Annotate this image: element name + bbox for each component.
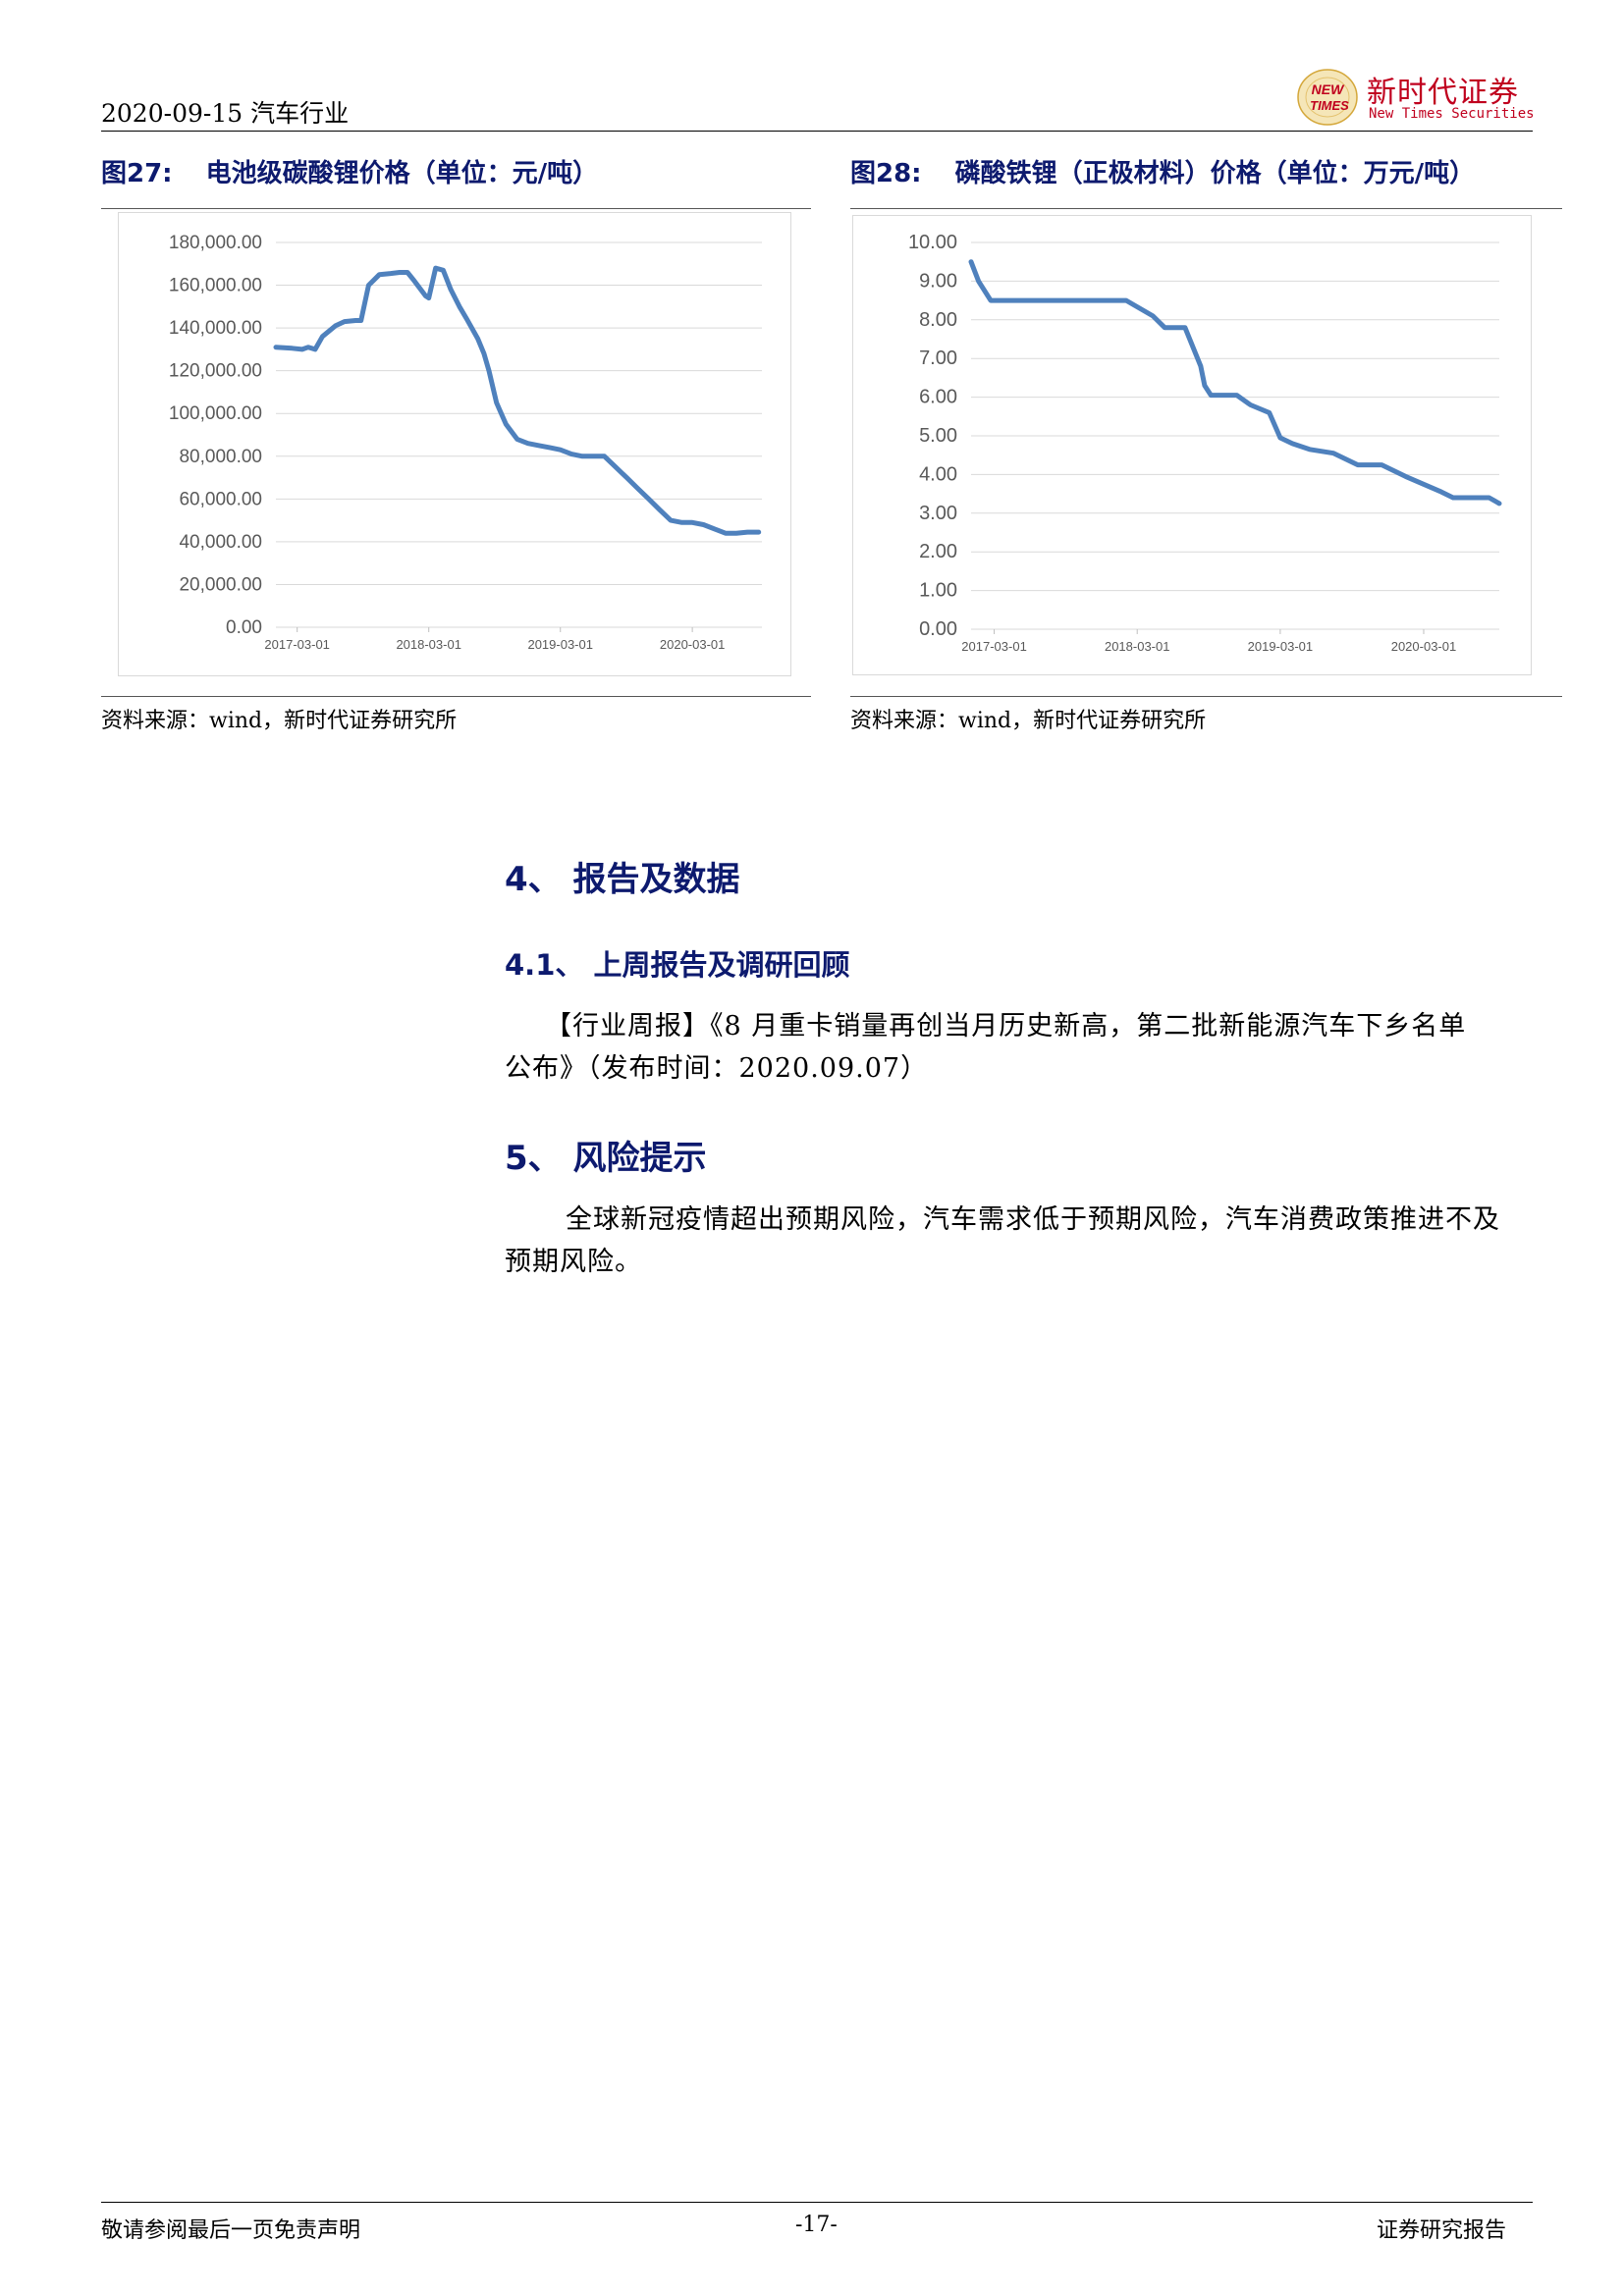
figure-28-title: 图28: 磷酸铁锂（正极材料）价格（单位：万元/吨） bbox=[850, 153, 1475, 189]
lfp-x-tick-label: 2017-03-01 bbox=[961, 639, 1027, 654]
lithium-y-tick-label: 120,000.00 bbox=[169, 361, 262, 382]
lithium-y-tick-label: 180,000.00 bbox=[169, 233, 262, 253]
lfp-y-tick-label: 5.00 bbox=[919, 425, 957, 447]
section-5-para-line2: 预期风险。 bbox=[505, 1247, 642, 1277]
section-4-1-para-line2: 公布》（发布时间：2020.09.07） bbox=[505, 1053, 929, 1084]
section-5-para-line1: 全球新冠疫情超出预期风险，汽车需求低于预期风险，汽车消费政策推进不及 bbox=[566, 1204, 1500, 1235]
lithium-y-tick-label: 60,000.00 bbox=[179, 489, 262, 509]
figure-27-source: 资料来源：wind，新时代证券研究所 bbox=[101, 709, 458, 733]
company-logo: NEW TIMES bbox=[1297, 69, 1358, 126]
lithium-y-tick-label: 40,000.00 bbox=[179, 532, 262, 553]
figure-28-top-rule bbox=[850, 208, 1562, 209]
logo-badge-times: TIMES bbox=[1310, 98, 1349, 113]
figure-28-source: 资料来源：wind，新时代证券研究所 bbox=[850, 709, 1207, 733]
figure-28-caption: 磷酸铁锂（正极材料）价格（单位：万元/吨） bbox=[954, 159, 1476, 188]
logo-text-cn: 新时代证券 bbox=[1367, 76, 1519, 110]
lithium-y-tick-label: 0.00 bbox=[226, 617, 262, 638]
lithium-y-tick-label: 80,000.00 bbox=[179, 447, 262, 467]
lithium-x-tick-label: 2017-03-01 bbox=[264, 637, 330, 652]
figure-28-bottom-rule bbox=[850, 696, 1562, 697]
lfp-y-tick-label: 10.00 bbox=[908, 232, 957, 253]
lfp-y-tick-label: 2.00 bbox=[919, 541, 957, 562]
logo-text-en: New Times Securities bbox=[1369, 106, 1535, 122]
section-4-1-para-line1: 【行业周报】《8 月重卡销量再创当月历史新高，第二批新能源汽车下乡名单 bbox=[545, 1011, 1467, 1041]
footer-divider bbox=[101, 2202, 1533, 2203]
chart-lfp-cathode-svg: 0.00 1.00 2.00 3.00 4.00 5.00 6.00 7.00 8.00 9.00… bbox=[908, 232, 1502, 654]
lithium-y-tick-label: 20,000.00 bbox=[179, 574, 262, 595]
lfp-x-tick-label: 2020-03-01 bbox=[1391, 639, 1457, 654]
lithium-x-tick-label: 2019-03-01 bbox=[527, 637, 593, 652]
lfp-y-tick-label: 7.00 bbox=[919, 347, 957, 369]
lithium-y-tick-label: 140,000.00 bbox=[169, 318, 262, 339]
lithium-price-line bbox=[273, 265, 762, 536]
footer-report-type: 证券研究报告 bbox=[1377, 2218, 1507, 2243]
lithium-y-tick-label: 100,000.00 bbox=[169, 403, 262, 424]
header-date-industry: 2020-09-15 汽车行业 bbox=[101, 99, 350, 128]
lfp-y-tick-label: 6.00 bbox=[919, 387, 957, 408]
figure-27-caption: 电池级碳酸锂价格（单位：元/吨） bbox=[205, 159, 599, 188]
chart-lithium-carbonate: 0.00 20,000.00 40,000.00 60,000.00 80,000.00… bbox=[118, 212, 791, 676]
lfp-y-tick-label: 0.00 bbox=[919, 618, 957, 640]
section-5-heading: 5、 风险提示 bbox=[505, 1139, 707, 1178]
lfp-price-line bbox=[968, 259, 1502, 507]
figure-27-number: 图27: bbox=[101, 159, 173, 188]
lfp-y-tick-label: 3.00 bbox=[919, 503, 957, 524]
lfp-y-tick-label: 1.00 bbox=[919, 580, 957, 602]
header-divider bbox=[101, 131, 1533, 132]
lfp-x-tick-label: 2018-03-01 bbox=[1105, 639, 1170, 654]
section-4-1-heading: 4.1、 上周报告及调研回顾 bbox=[505, 948, 850, 982]
section-4-heading: 4、 报告及数据 bbox=[505, 860, 740, 899]
figure-27-top-rule bbox=[101, 208, 811, 209]
lfp-y-tick-label: 9.00 bbox=[919, 270, 957, 292]
footer-disclaimer-note: 敬请参阅最后一页免责声明 bbox=[101, 2218, 361, 2243]
figure-27-bottom-rule bbox=[101, 696, 811, 697]
lithium-x-tick-label: 2018-03-01 bbox=[396, 637, 461, 652]
lfp-y-tick-label: 8.00 bbox=[919, 309, 957, 331]
logo-badge-new: NEW bbox=[1312, 81, 1345, 97]
figure-28-number: 图28: bbox=[850, 159, 922, 188]
lithium-y-tick-label: 160,000.00 bbox=[169, 276, 262, 296]
lfp-y-tick-label: 4.00 bbox=[919, 463, 957, 485]
page-number: -17- bbox=[795, 2213, 838, 2237]
lfp-x-tick-label: 2019-03-01 bbox=[1248, 639, 1314, 654]
figure-27-title: 图27: 电池级碳酸锂价格（单位：元/吨） bbox=[101, 153, 598, 189]
chart-lithium-carbonate-svg: 0.00 20,000.00 40,000.00 60,000.00 80,000.00… bbox=[169, 233, 762, 652]
lithium-x-tick-label: 2020-03-01 bbox=[660, 637, 726, 652]
chart-lfp-cathode: 0.00 1.00 2.00 3.00 4.00 5.00 6.00 7.00 8.00 9.00… bbox=[852, 215, 1532, 675]
